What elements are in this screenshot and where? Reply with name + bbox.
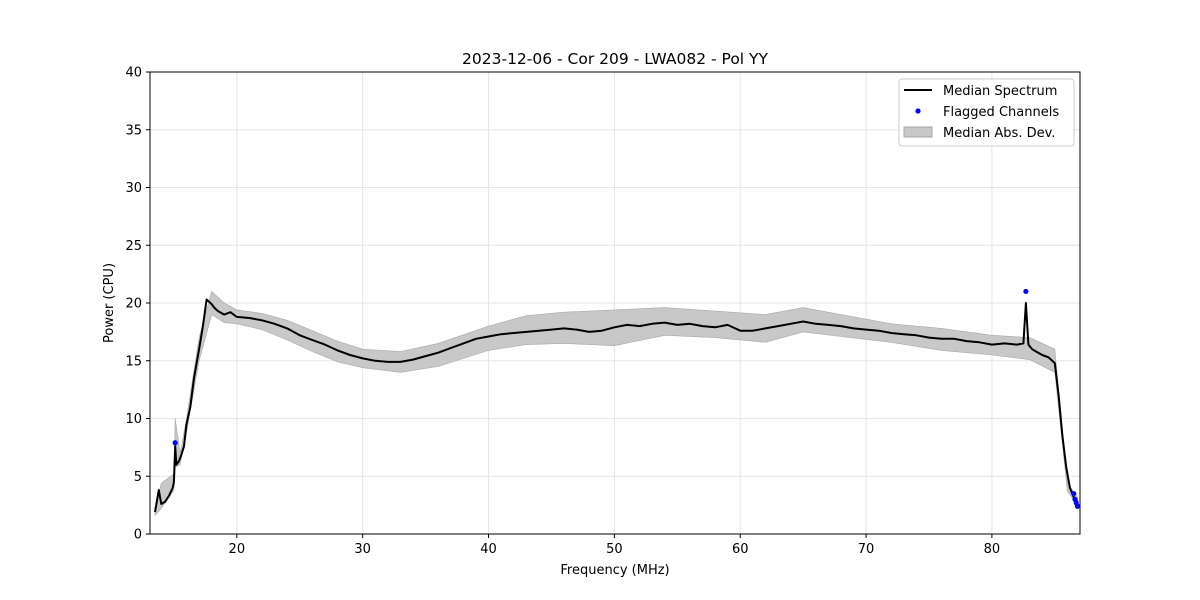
x-tick-label: 40	[480, 542, 497, 557]
y-tick-label: 15	[125, 354, 142, 369]
flagged-channel-point	[172, 440, 178, 446]
y-tick-label: 30	[125, 181, 142, 196]
y-tick-label: 35	[125, 123, 142, 138]
legend: Median Spectrum Flagged Channels Median …	[898, 78, 1075, 147]
y-tick-label: 40	[125, 66, 142, 81]
x-tick-label: 50	[606, 542, 623, 557]
x-axis-label: Frequency (MHz)	[560, 563, 669, 578]
legend-label-median: Median Spectrum	[943, 84, 1057, 99]
legend-dot-swatch	[915, 108, 921, 114]
legend-fill-swatch	[903, 126, 933, 138]
y-tick-label: 0	[134, 528, 142, 543]
y-tick-label: 5	[134, 470, 142, 485]
flagged-points	[172, 288, 1081, 509]
median-line-layer	[154, 298, 1079, 513]
median-spectrum-line	[154, 298, 1079, 513]
legend-label-mad: Median Abs. Dev.	[943, 126, 1055, 141]
y-tick-label: 25	[125, 239, 142, 254]
y-tick-label: 10	[125, 412, 142, 427]
x-tick-label: 20	[229, 542, 246, 557]
x-tick-label: 60	[732, 542, 749, 557]
y-axis-label: Power (CPU)	[102, 263, 117, 343]
legend-box	[898, 78, 1075, 147]
x-tick-label: 80	[984, 542, 1001, 557]
chart-title: 2023-12-06 - Cor 209 - LWA082 - Pol YY	[462, 50, 768, 68]
axis-ticks: 20 30 40 50 60 70 80 0 5 10 15 20 25 30 35 40	[125, 66, 1000, 558]
legend-label-flagged: Flagged Channels	[943, 105, 1059, 120]
y-tick-label: 20	[125, 297, 142, 312]
flagged-channel-point	[1071, 490, 1077, 497]
flagged-channel-point	[1074, 503, 1081, 509]
x-tick-label: 30	[354, 542, 371, 557]
x-tick-label: 70	[858, 542, 875, 557]
flagged-channel-point	[1023, 288, 1029, 295]
